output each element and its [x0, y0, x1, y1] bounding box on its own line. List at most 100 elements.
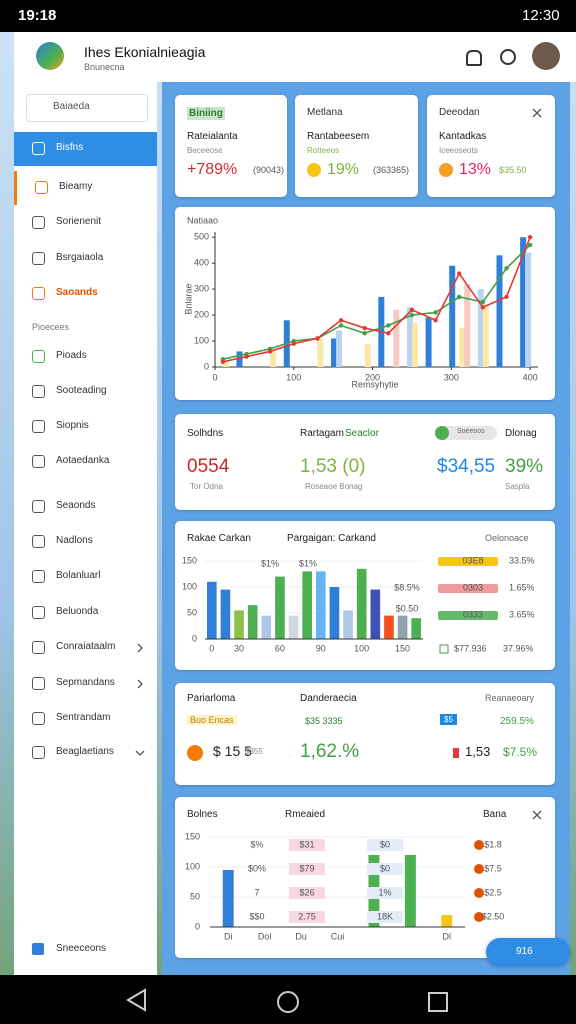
- kpi-sub: Rotteeos: [307, 146, 340, 155]
- x-tick-label: 150: [395, 643, 410, 653]
- nav-item[interactable]: Sepmandans: [14, 669, 157, 699]
- chart-card: 0 50 100 150 0 30 60 90 100 150 $1% $1% $8.5% $0.50 03…: [175, 521, 555, 670]
- point: [504, 266, 509, 271]
- nav-item[interactable]: Bsrgaiaola: [14, 242, 157, 276]
- nav-label: Aotaedanka: [56, 455, 110, 466]
- nav-bar: [0, 975, 576, 1024]
- status-time: 19:18: [18, 7, 57, 24]
- kpi-value: 13%: [459, 161, 492, 178]
- kpi-label: Rateialanta: [187, 131, 238, 142]
- nav-icon: [32, 420, 45, 433]
- point: [386, 323, 391, 328]
- nav-icon: [32, 746, 45, 759]
- chart-subtitle: Bana: [483, 809, 507, 820]
- nav-item[interactable]: Conraiataalm: [14, 633, 157, 663]
- total-pct: 37.96%: [503, 643, 534, 653]
- bar: [477, 289, 484, 367]
- label: Solhdns: [187, 428, 224, 439]
- y-tick-label: 50: [190, 891, 200, 901]
- kpi-label: Kantadkas: [439, 131, 487, 142]
- kpi-extra: (363365): [373, 165, 410, 175]
- bar: [317, 338, 324, 367]
- kpi-extra: (90043): [253, 165, 285, 175]
- cell: $2.50: [482, 911, 505, 921]
- cell: $79: [299, 863, 314, 873]
- y-tick-label: 500: [194, 232, 209, 242]
- cell: 1%: [378, 887, 391, 897]
- footer-icon: [32, 943, 44, 955]
- stats-card: Solhdns Rartagam Seaclor Soeeoos Dlonag 0554 1…: [175, 414, 555, 510]
- nav-item[interactable]: Beaglaetians: [14, 738, 157, 768]
- point: [457, 294, 462, 300]
- chart-subtitle: Pargaigan: Carkand: [287, 533, 376, 544]
- nav-item[interactable]: Pioads: [14, 342, 157, 372]
- bar: [288, 615, 299, 639]
- nav-item[interactable]: Sooteading: [14, 377, 157, 407]
- line: [222, 236, 531, 363]
- nav-item[interactable]: Nadlons: [14, 527, 157, 557]
- cell: $%: [250, 839, 263, 849]
- nav-item[interactable]: Seaonds: [14, 492, 157, 522]
- label: Danderaecia: [300, 693, 357, 704]
- stat-value: 0554: [187, 456, 230, 477]
- clock-icon[interactable]: [500, 49, 516, 65]
- value-icon: [187, 745, 203, 761]
- back-button[interactable]: [126, 988, 146, 1012]
- nav-item[interactable]: Beluonda: [14, 598, 157, 628]
- point: [433, 310, 438, 315]
- x-tick-label: 100: [286, 372, 301, 382]
- chip-button[interactable]: 916: [486, 938, 570, 966]
- bar: [370, 589, 381, 639]
- cell-bg: [367, 887, 403, 899]
- nav-item[interactable]: Sentrandam: [14, 704, 157, 734]
- recents-button[interactable]: [428, 992, 448, 1012]
- legend-chip: 0333: [463, 609, 483, 619]
- label: Dlonag: [505, 428, 537, 439]
- label: $7.5%: [503, 745, 538, 759]
- bar: [247, 605, 258, 639]
- nav-item[interactable]: Aotaedanka: [14, 447, 157, 477]
- summary-value: 1,62.%: [300, 741, 360, 762]
- cell: 7: [254, 887, 259, 897]
- nav-icon: [32, 535, 45, 548]
- legend-swatch: [438, 557, 498, 566]
- toggle[interactable]: Soeeoos: [435, 426, 497, 440]
- logo: [36, 42, 64, 70]
- bar: [482, 304, 489, 367]
- kpi-sub: Iceeoseots: [439, 146, 478, 155]
- chevron: [137, 643, 143, 653]
- bar: [449, 265, 456, 367]
- nav-item[interactable]: Siopnis: [14, 412, 157, 442]
- nav-item[interactable]: Bisfns: [14, 132, 157, 166]
- label: $355: [245, 747, 263, 756]
- bar: [397, 615, 408, 639]
- nav-label: Saoands: [56, 287, 98, 298]
- nav-label: Conraiataalm: [56, 641, 116, 652]
- search-box[interactable]: Baiaeda: [26, 94, 148, 122]
- chart-title: Natiaao: [187, 215, 218, 225]
- bar: [393, 309, 400, 367]
- nav-item[interactable]: Sorienenit: [14, 206, 157, 240]
- home-button[interactable]: [277, 991, 299, 1013]
- kpi-label: Rantabeesem: [307, 131, 370, 142]
- cell-bg: [289, 911, 325, 923]
- avatar[interactable]: [532, 42, 560, 70]
- cell-bg: [367, 839, 403, 851]
- x-tick-label: 100: [354, 643, 369, 653]
- chart: [137, 643, 143, 653]
- label: Seaclor: [345, 428, 379, 439]
- cell-bg: [289, 863, 325, 875]
- legend-value: 1.65%: [509, 582, 535, 592]
- point: [433, 318, 438, 323]
- x-tick-label: Cui: [331, 931, 345, 941]
- nav-item[interactable]: Bieamy: [14, 171, 160, 205]
- cell-bg: [367, 863, 403, 875]
- bell-icon[interactable]: [466, 50, 482, 66]
- x-tick-label: Du: [295, 931, 307, 941]
- summary-card: Pariarloma Danderaecia Reanaeoary Buo Encas…: [175, 683, 555, 785]
- chart: 0 50 100 150 Di Dol Du Cui Dl $% $31 $0 $1.8 $0% $79 $0…: [185, 810, 542, 941]
- nav-item[interactable]: Saoands: [14, 277, 157, 311]
- x-tick-label: 200: [365, 372, 380, 382]
- cell: 18K: [377, 911, 393, 921]
- nav-item[interactable]: Bolanluarl: [14, 562, 157, 592]
